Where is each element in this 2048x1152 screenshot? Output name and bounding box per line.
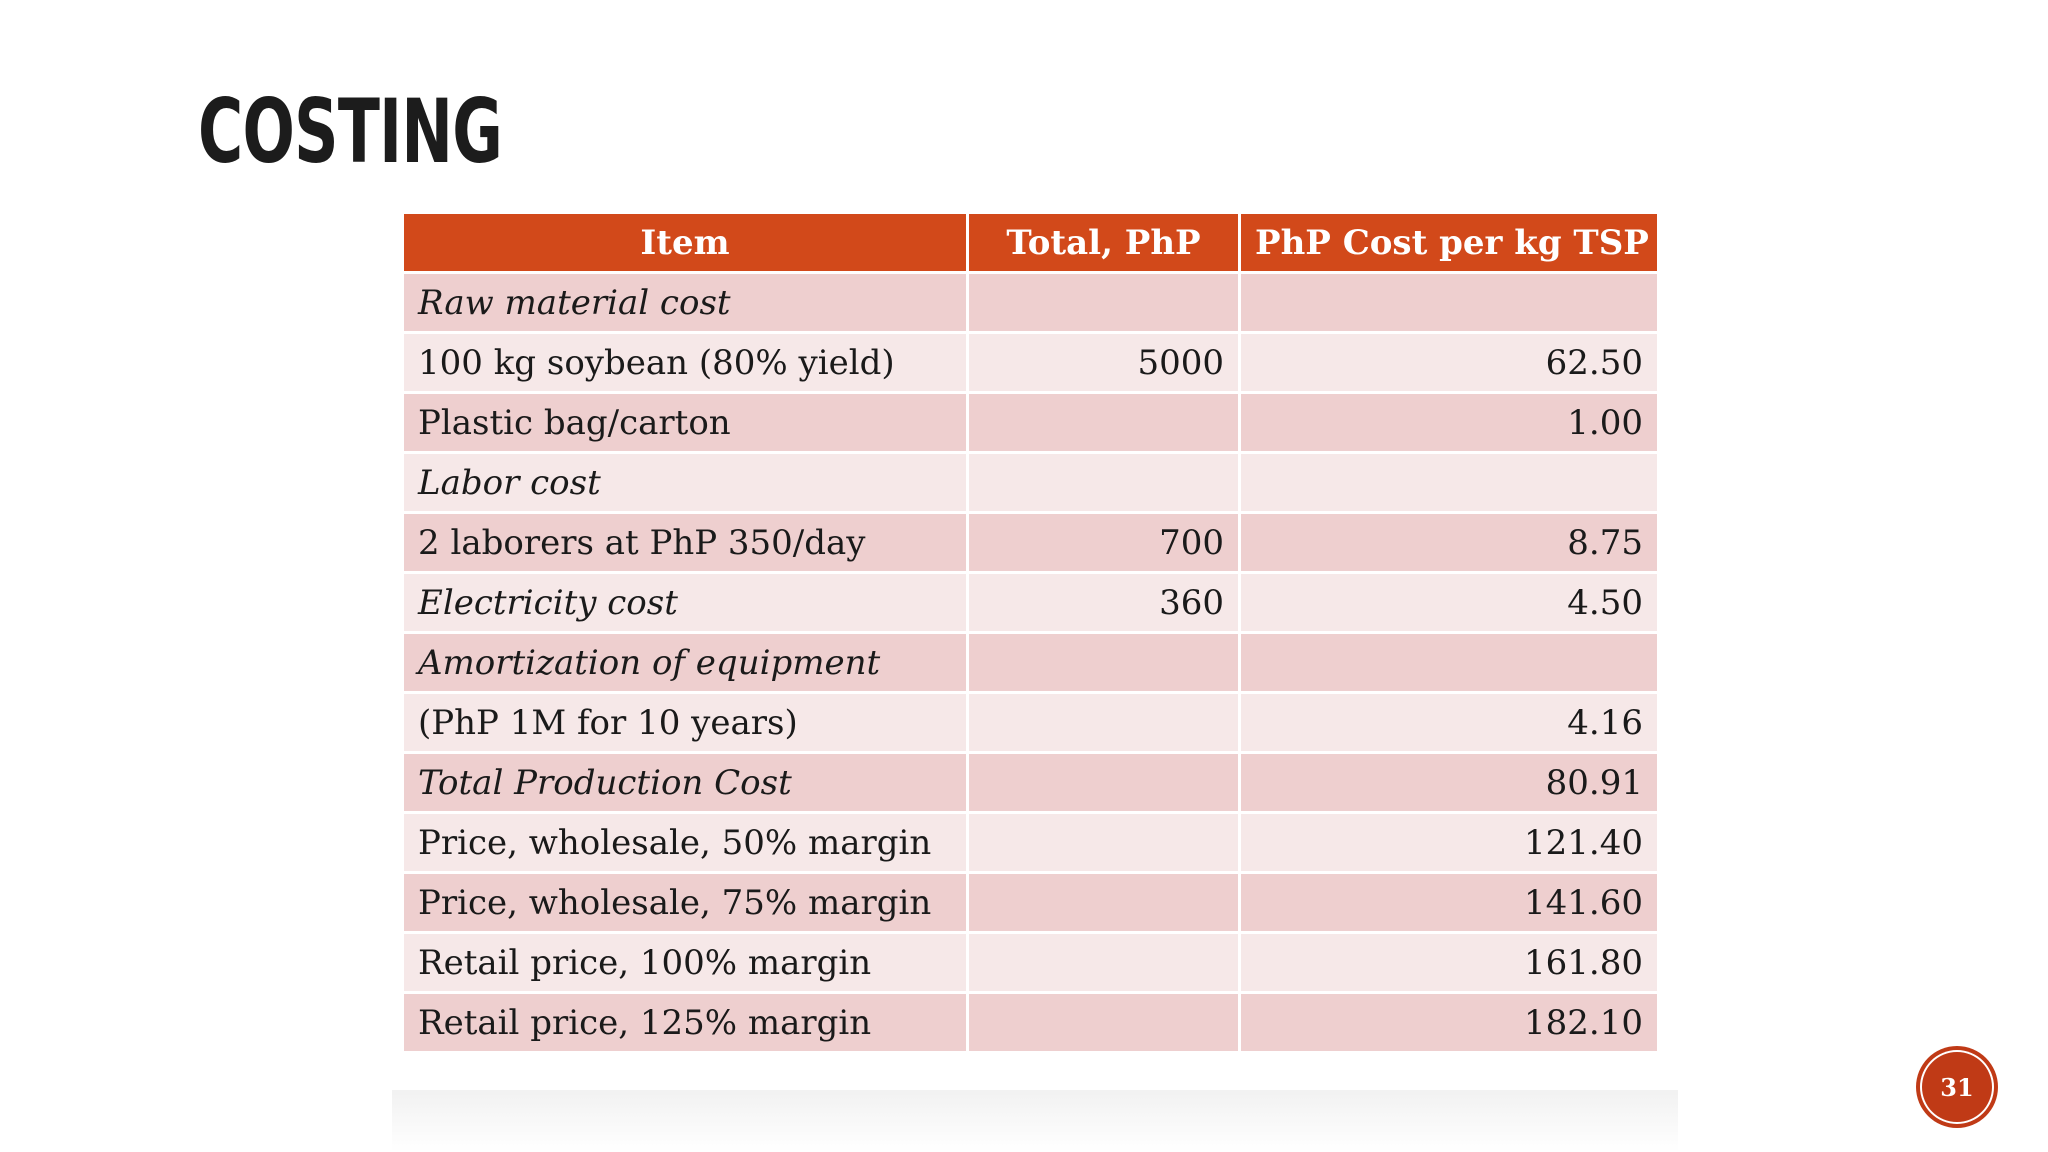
cell-item: Retail price, 100% margin — [401, 931, 969, 994]
cell-item: (PhP 1M for 10 years) — [401, 691, 969, 754]
cell-total — [966, 691, 1241, 754]
cell-item: 100 kg soybean (80% yield) — [401, 331, 969, 394]
table-row: Electricity cost 360 4.50 — [401, 571, 1660, 634]
cell-per-kg — [1238, 631, 1660, 694]
cell-per-kg — [1238, 451, 1660, 514]
cell-total — [966, 451, 1241, 514]
cell-item: Amortization of equipment — [401, 631, 969, 694]
cell-per-kg: 4.50 — [1238, 571, 1660, 634]
table-shadow — [392, 1090, 1678, 1152]
cell-item: Plastic bag/carton — [401, 391, 969, 454]
table-row: (PhP 1M for 10 years) 4.16 — [401, 691, 1660, 754]
cell-total — [966, 871, 1241, 934]
cell-item: Raw material cost — [401, 271, 969, 334]
cell-total — [966, 991, 1241, 1054]
slide-title: COSTING — [198, 80, 503, 183]
page-number-badge: 31 — [1920, 1050, 1994, 1124]
cell-item: Price, wholesale, 50% margin — [401, 811, 969, 874]
cell-per-kg: 4.16 — [1238, 691, 1660, 754]
table-row: Retail price, 125% margin 182.10 — [401, 991, 1660, 1054]
table-body: Raw material cost 100 kg soybean (80% yie… — [401, 271, 1660, 1054]
table-row: Plastic bag/carton 1.00 — [401, 391, 1660, 454]
cell-total — [966, 391, 1241, 454]
cell-total — [966, 271, 1241, 334]
header-per-kg: PhP Cost per kg TSP — [1238, 211, 1660, 274]
cell-item: Electricity cost — [401, 571, 969, 634]
table-row: Raw material cost — [401, 271, 1660, 334]
cell-per-kg: 62.50 — [1238, 331, 1660, 394]
table-row: Labor cost — [401, 451, 1660, 514]
cell-total — [966, 751, 1241, 814]
table-row: Retail price, 100% margin 161.80 — [401, 931, 1660, 994]
cell-per-kg: 161.80 — [1238, 931, 1660, 994]
header-item: Item — [401, 211, 969, 274]
cell-per-kg: 121.40 — [1238, 811, 1660, 874]
cell-total: 360 — [966, 571, 1241, 634]
table-row: Price, wholesale, 50% margin 121.40 — [401, 811, 1660, 874]
cell-total — [966, 811, 1241, 874]
cell-per-kg: 141.60 — [1238, 871, 1660, 934]
cell-total — [966, 931, 1241, 994]
cell-item: Labor cost — [401, 451, 969, 514]
table-row: 100 kg soybean (80% yield) 5000 62.50 — [401, 331, 1660, 394]
table-row: Amortization of equipment — [401, 631, 1660, 694]
cell-total: 5000 — [966, 331, 1241, 394]
cell-per-kg: 80.91 — [1238, 751, 1660, 814]
cell-per-kg — [1238, 271, 1660, 334]
table-row: Price, wholesale, 75% margin 141.60 — [401, 871, 1660, 934]
costing-table: Item Total, PhP PhP Cost per kg TSP Raw … — [401, 211, 1660, 1054]
cell-item: 2 laborers at PhP 350/day — [401, 511, 969, 574]
header-total: Total, PhP — [966, 211, 1241, 274]
cell-item: Retail price, 125% margin — [401, 991, 969, 1054]
table-row: 2 laborers at PhP 350/day 700 8.75 — [401, 511, 1660, 574]
cell-item: Price, wholesale, 75% margin — [401, 871, 969, 934]
cell-item: Total Production Cost — [401, 751, 969, 814]
table-row: Total Production Cost 80.91 — [401, 751, 1660, 814]
cell-total — [966, 631, 1241, 694]
cell-per-kg: 8.75 — [1238, 511, 1660, 574]
table-header-row: Item Total, PhP PhP Cost per kg TSP — [401, 211, 1660, 274]
cell-per-kg: 182.10 — [1238, 991, 1660, 1054]
cell-per-kg: 1.00 — [1238, 391, 1660, 454]
cell-total: 700 — [966, 511, 1241, 574]
